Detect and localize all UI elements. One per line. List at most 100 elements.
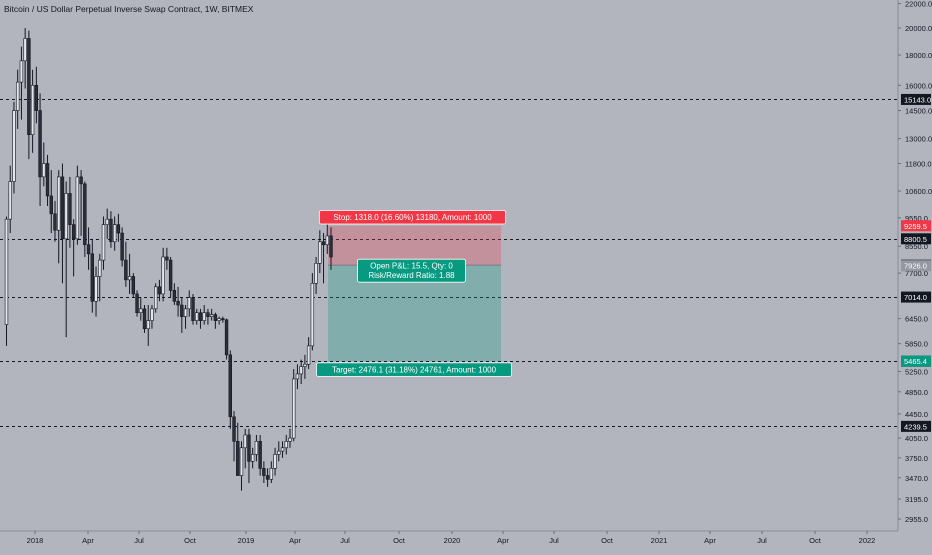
candle [202,305,206,325]
price-axis-badges: 15143.08800.57014.05464.04239.59259.5794… [901,93,931,432]
candle [239,441,244,491]
candle-body [127,276,132,281]
candle [243,428,247,469]
candle [83,181,87,257]
candle [224,318,229,360]
candle [329,227,333,270]
candle-body [64,193,68,240]
price-tick-label: 20000.0 [905,24,932,33]
price-badge-box [901,355,931,367]
candle-body [49,195,53,215]
candle-body [180,304,184,317]
candle-body [325,235,329,246]
time-axis[interactable]: 2018 Apr Jul Oct 2019 Apr Jul Oct 2020 Apr Jul Oct 2… [0,530,898,545]
candle [146,305,150,346]
candle-body [116,224,121,234]
candle-body [53,213,57,231]
candle [75,165,80,245]
candle [258,434,262,476]
candle-body [120,232,124,261]
price-badge-text: 9259.5 [904,222,927,231]
level-badge-box [901,93,931,105]
candle [232,411,236,462]
candle-body [19,60,24,83]
candle-body [183,308,188,317]
candle [42,142,46,187]
candle-body [247,434,251,462]
candle [221,316,225,323]
candle-body [198,312,203,321]
price-tick-label: 8550.0 [905,242,928,251]
candle-body [303,363,307,367]
candle-body [209,314,214,317]
candle [310,273,315,351]
price-tick-label: 11800.0 [905,159,932,168]
price-tick-label: 13000.0 [905,135,932,144]
candle [273,447,277,476]
candle-body [195,312,199,321]
time-tick-label: Apr [704,536,716,545]
candle-body [112,224,117,243]
candle [314,256,318,294]
time-tick-label: 2018 [27,536,44,545]
time-tick-label: Jul [549,536,559,545]
price-tick-label: 7700.0 [905,269,928,278]
candle-body [176,300,180,306]
level-price-badge: 7014.0 [901,291,931,303]
candle-body [168,259,173,291]
candle [325,224,329,254]
candle-body [273,454,277,469]
short-position-tool[interactable] [328,225,501,362]
candle-body [27,38,31,136]
candle [180,297,184,333]
candle [191,293,195,325]
price-badge-text: 5465.4 [904,357,927,366]
candle [318,230,322,274]
candle-body [228,354,232,418]
candle-body [277,450,281,455]
candle-body [314,262,318,284]
candle [280,441,285,458]
candle-body [217,318,221,321]
candle [269,461,274,484]
price-tick-label: 3750.0 [905,454,928,463]
price-axis[interactable]: 22000.0 20000.0 18000.0 16000.0 14500.0 13000… [897,0,932,531]
candle [172,283,177,306]
candle [45,154,50,206]
candle-body [83,183,87,246]
price-tick-label: 3195.0 [905,495,928,504]
time-tick-label: 2022 [859,536,876,545]
price-badge-box [901,260,931,272]
candle [15,69,20,129]
candle [86,227,91,270]
candle-body [284,440,288,449]
price-badge: 7926.0 [901,260,931,272]
candle-body [306,345,311,365]
candle [27,30,31,160]
candle [34,66,39,124]
candle-body [71,224,76,240]
candle-body [187,297,191,310]
level-price-badge: 8800.5 [901,233,931,245]
price-badge: 5465.4 [901,355,931,367]
candle-body [86,244,91,255]
pnl-label-box [357,258,466,283]
price-badge: 9259.5 [901,220,931,232]
candle [57,170,61,264]
time-tick-label: Oct [809,536,822,545]
stop-label-text: Stop: 1318.0 (16.60%) 13180, Amount: 100… [333,213,492,222]
candle [176,286,180,317]
stop-loss-zone[interactable] [328,225,501,266]
candle [105,208,109,239]
candle-body [157,286,162,295]
candle-body [154,286,158,310]
candle-body [254,440,259,455]
candle-body [250,454,255,462]
candle [53,200,57,242]
candle-body [139,308,143,313]
price-tick-label: 4850.0 [905,388,928,397]
candle-body [295,373,300,380]
